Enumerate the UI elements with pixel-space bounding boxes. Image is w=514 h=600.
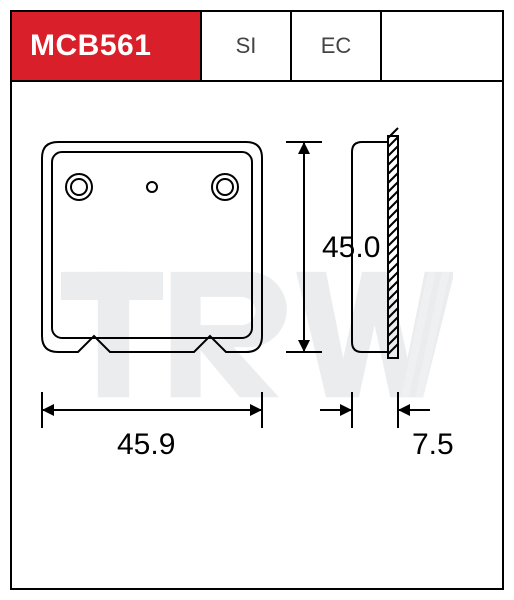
part-number: MCB561 [30,29,151,63]
technical-drawing: 45.0 45.9 7.5 [12,82,502,590]
svg-text:45.0: 45.0 [322,231,380,264]
code-cell-si: SI [202,12,292,80]
code-si: SI [236,33,257,59]
svg-text:45.9: 45.9 [117,428,175,461]
part-number-cell: MCB561 [12,12,202,80]
svg-text:7.5: 7.5 [412,428,454,461]
code-cell-ec: EC [292,12,382,80]
code-ec: EC [321,33,352,59]
header-spacer [382,12,502,80]
